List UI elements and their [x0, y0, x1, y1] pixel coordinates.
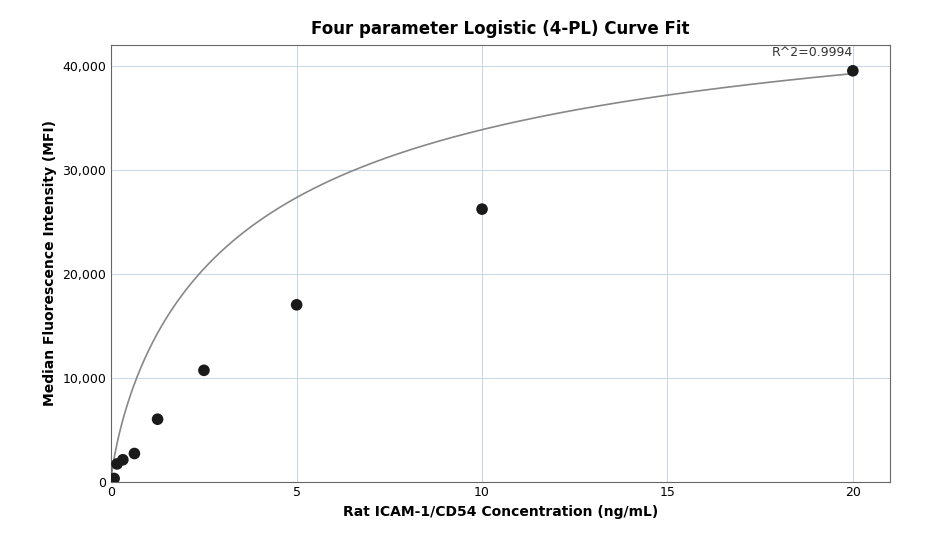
Point	[107, 474, 121, 483]
Point	[116, 455, 131, 464]
Point	[197, 366, 211, 375]
Y-axis label: Median Fluorescence Intensity (MFI): Median Fluorescence Intensity (MFI)	[43, 120, 57, 406]
Point	[150, 415, 165, 424]
Point	[109, 459, 124, 468]
Point	[845, 66, 860, 75]
Point	[127, 449, 142, 458]
Title: Four parameter Logistic (4-PL) Curve Fit: Four parameter Logistic (4-PL) Curve Fit	[311, 20, 690, 38]
X-axis label: Rat ICAM-1/CD54 Concentration (ng/mL): Rat ICAM-1/CD54 Concentration (ng/mL)	[343, 505, 658, 519]
Point	[289, 300, 304, 309]
Text: R^2=0.9994: R^2=0.9994	[771, 46, 853, 59]
Point	[475, 204, 489, 213]
